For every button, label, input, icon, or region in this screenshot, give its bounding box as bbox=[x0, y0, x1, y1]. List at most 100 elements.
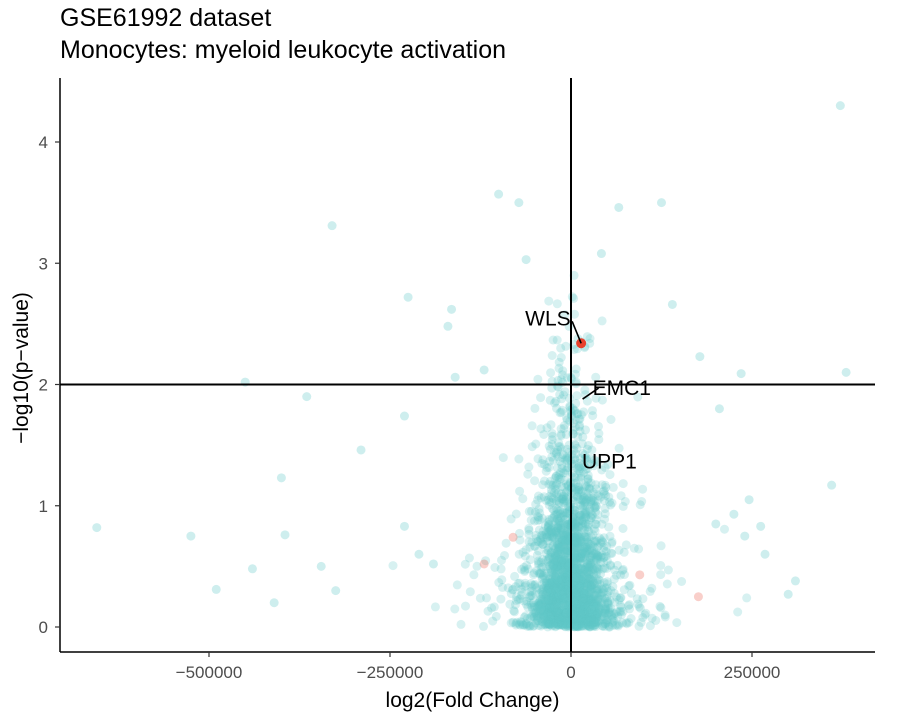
data-point bbox=[524, 529, 534, 539]
data-point bbox=[576, 471, 586, 481]
data-point bbox=[560, 468, 570, 478]
data-point bbox=[597, 316, 607, 326]
data-point bbox=[557, 463, 567, 473]
data-point bbox=[496, 564, 506, 574]
data-point bbox=[577, 439, 587, 449]
data-point bbox=[605, 531, 615, 541]
data-point bbox=[584, 483, 594, 493]
data-point bbox=[613, 611, 623, 621]
data-point bbox=[578, 449, 588, 458]
data-point bbox=[575, 582, 585, 592]
data-point bbox=[545, 603, 555, 613]
data-point bbox=[554, 617, 564, 627]
data-point bbox=[584, 567, 593, 577]
data-point bbox=[498, 453, 508, 463]
data-point bbox=[576, 531, 586, 541]
data-point bbox=[523, 602, 533, 612]
data-point bbox=[551, 587, 561, 597]
data-point bbox=[546, 588, 556, 597]
data-point bbox=[578, 596, 587, 606]
data-point bbox=[602, 591, 612, 600]
data-point bbox=[526, 598, 536, 608]
data-point bbox=[542, 586, 552, 596]
data-point bbox=[574, 616, 583, 626]
data-point bbox=[538, 606, 548, 616]
data-point bbox=[557, 601, 567, 611]
data-point bbox=[552, 584, 562, 594]
data-point bbox=[586, 594, 596, 604]
data-point bbox=[546, 592, 556, 602]
data-point bbox=[560, 604, 570, 614]
data-point bbox=[570, 309, 579, 319]
data-point bbox=[557, 536, 567, 546]
data-point bbox=[546, 594, 556, 604]
data-point bbox=[547, 595, 557, 605]
data-point bbox=[607, 549, 617, 559]
data-point bbox=[582, 605, 592, 615]
data-point bbox=[584, 532, 594, 542]
data-point bbox=[605, 560, 615, 570]
data-point bbox=[585, 573, 595, 583]
data-point bbox=[534, 491, 543, 501]
data-point bbox=[607, 538, 617, 548]
data-point bbox=[576, 563, 586, 573]
data-point bbox=[591, 585, 601, 595]
data-point bbox=[553, 375, 563, 385]
data-point bbox=[534, 620, 544, 630]
data-point bbox=[562, 611, 572, 621]
data-point bbox=[554, 611, 564, 621]
data-point bbox=[559, 564, 569, 574]
data-point bbox=[565, 521, 575, 530]
data-point bbox=[585, 617, 595, 627]
data-point bbox=[600, 509, 610, 519]
data-point bbox=[576, 571, 586, 581]
data-point bbox=[543, 584, 553, 594]
data-point bbox=[575, 544, 585, 554]
data-point bbox=[545, 585, 555, 595]
data-point bbox=[590, 605, 600, 615]
data-point bbox=[584, 493, 594, 503]
data-point bbox=[547, 578, 557, 588]
data-point bbox=[528, 621, 538, 631]
data-point bbox=[575, 599, 585, 609]
data-point bbox=[529, 541, 539, 551]
data-point bbox=[602, 599, 612, 609]
data-point bbox=[559, 568, 569, 577]
data-point bbox=[515, 594, 525, 604]
data-point bbox=[591, 550, 601, 559]
data-point bbox=[549, 602, 559, 612]
data-point bbox=[556, 556, 565, 566]
data-point bbox=[551, 558, 561, 567]
y-tick-label: 0 bbox=[39, 618, 48, 637]
data-point bbox=[603, 587, 613, 597]
data-point bbox=[615, 593, 625, 603]
data-point bbox=[573, 482, 583, 492]
data-point bbox=[570, 523, 580, 533]
data-point bbox=[536, 493, 546, 503]
data-point bbox=[578, 495, 587, 505]
data-point bbox=[553, 582, 563, 592]
data-point bbox=[571, 533, 581, 543]
data-point bbox=[551, 592, 561, 602]
data-point bbox=[584, 607, 594, 617]
data-point bbox=[625, 604, 634, 614]
data-point bbox=[580, 574, 590, 584]
data-point bbox=[584, 526, 594, 536]
data-point bbox=[580, 608, 589, 618]
data-point bbox=[579, 565, 589, 575]
data-point bbox=[551, 519, 561, 529]
data-point bbox=[562, 608, 571, 618]
data-point bbox=[546, 578, 555, 588]
data-point bbox=[580, 545, 590, 555]
data-point bbox=[562, 530, 571, 540]
data-point bbox=[479, 365, 489, 375]
data-point bbox=[461, 601, 470, 611]
data-point bbox=[579, 544, 589, 554]
data-point bbox=[600, 563, 610, 573]
data-point bbox=[576, 487, 586, 497]
data-point bbox=[573, 593, 583, 603]
data-point bbox=[570, 565, 580, 575]
data-point bbox=[525, 591, 535, 601]
data-point bbox=[591, 393, 601, 403]
data-point bbox=[580, 610, 590, 620]
